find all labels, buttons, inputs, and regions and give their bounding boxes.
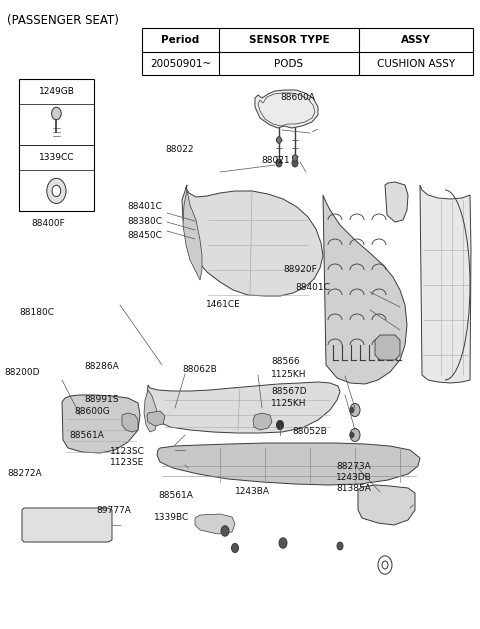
- Text: 88991S: 88991S: [84, 395, 119, 404]
- Polygon shape: [385, 182, 408, 222]
- Text: 1123SE: 1123SE: [110, 458, 144, 467]
- Text: 88600A: 88600A: [281, 93, 316, 102]
- Text: 1249GB: 1249GB: [38, 87, 74, 96]
- Text: 1123SC: 1123SC: [110, 447, 145, 456]
- Circle shape: [47, 179, 66, 203]
- Polygon shape: [122, 413, 138, 432]
- Circle shape: [231, 543, 239, 553]
- Text: 88401C: 88401C: [127, 202, 162, 211]
- Text: 1461CE: 1461CE: [206, 300, 241, 309]
- Polygon shape: [144, 390, 158, 432]
- Text: 1125KH: 1125KH: [271, 399, 307, 408]
- Polygon shape: [157, 443, 420, 485]
- Polygon shape: [358, 485, 415, 525]
- Text: PODS: PODS: [275, 58, 303, 69]
- Text: 88400F: 88400F: [31, 219, 65, 228]
- Polygon shape: [375, 335, 400, 360]
- Circle shape: [350, 432, 354, 438]
- Polygon shape: [147, 411, 165, 426]
- Circle shape: [350, 408, 354, 413]
- Text: 88567D: 88567D: [271, 387, 307, 396]
- Polygon shape: [255, 90, 318, 128]
- Text: 88062B: 88062B: [182, 365, 217, 374]
- Text: Period: Period: [161, 35, 200, 45]
- Polygon shape: [22, 508, 112, 542]
- Text: 88021: 88021: [262, 156, 290, 165]
- Text: 88022: 88022: [166, 145, 194, 154]
- Text: 88200D: 88200D: [5, 369, 40, 377]
- Text: 88920F: 88920F: [283, 265, 317, 274]
- Text: 88401C: 88401C: [295, 283, 330, 292]
- Text: 1243DB: 1243DB: [336, 473, 372, 482]
- Circle shape: [350, 403, 360, 416]
- Polygon shape: [195, 514, 235, 534]
- Circle shape: [350, 428, 360, 442]
- Polygon shape: [62, 395, 140, 453]
- Text: 1125KH: 1125KH: [271, 370, 307, 379]
- Circle shape: [382, 561, 388, 569]
- Text: 81385A: 81385A: [336, 484, 371, 493]
- Circle shape: [292, 155, 298, 161]
- Text: 88273A: 88273A: [336, 462, 371, 471]
- Circle shape: [52, 107, 61, 120]
- Polygon shape: [253, 413, 272, 430]
- Text: 88180C: 88180C: [19, 308, 54, 317]
- Text: 20050901~: 20050901~: [150, 58, 211, 69]
- Circle shape: [221, 526, 229, 537]
- Text: 88272A: 88272A: [7, 469, 42, 478]
- Text: 88052B: 88052B: [293, 427, 327, 436]
- Text: 89777A: 89777A: [96, 506, 131, 515]
- Text: 88600G: 88600G: [74, 407, 110, 416]
- Circle shape: [276, 136, 281, 143]
- Polygon shape: [182, 185, 323, 296]
- Text: 88561A: 88561A: [70, 431, 105, 440]
- Circle shape: [378, 556, 392, 574]
- Text: 1243BA: 1243BA: [235, 487, 270, 496]
- Text: 1339CC: 1339CC: [39, 153, 74, 162]
- Polygon shape: [323, 195, 407, 384]
- Circle shape: [276, 420, 284, 430]
- Text: 88566: 88566: [271, 357, 300, 366]
- Text: ASSY: ASSY: [401, 35, 431, 45]
- Polygon shape: [183, 190, 202, 280]
- Text: 88450C: 88450C: [127, 231, 162, 240]
- Text: SENSOR TYPE: SENSOR TYPE: [249, 35, 329, 45]
- Bar: [19, 79, 94, 211]
- Circle shape: [279, 538, 287, 548]
- Text: 88380C: 88380C: [127, 217, 162, 226]
- Bar: [142, 28, 473, 75]
- Text: 88561A: 88561A: [158, 491, 193, 499]
- Circle shape: [292, 159, 298, 167]
- Circle shape: [276, 159, 282, 167]
- Text: 88286A: 88286A: [84, 362, 119, 370]
- Text: 1339BC: 1339BC: [154, 513, 189, 521]
- Text: (PASSENGER SEAT): (PASSENGER SEAT): [7, 14, 119, 26]
- Polygon shape: [420, 185, 471, 383]
- Polygon shape: [147, 382, 340, 433]
- Text: CUSHION ASSY: CUSHION ASSY: [377, 58, 455, 69]
- Circle shape: [337, 542, 343, 550]
- Circle shape: [52, 185, 60, 196]
